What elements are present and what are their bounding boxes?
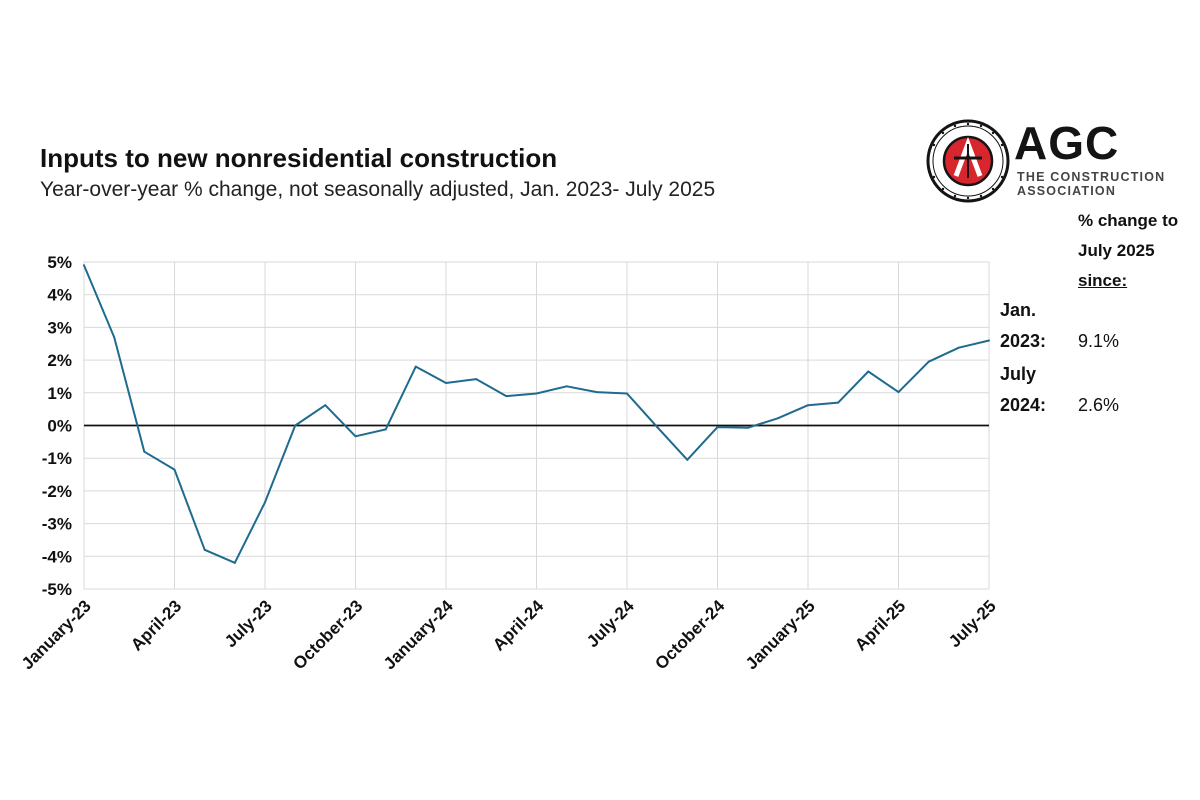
x-tick-label: April-23: [127, 596, 185, 654]
data-point: [354, 435, 357, 438]
data-point: [233, 561, 236, 564]
data-point: [988, 339, 990, 342]
sidebar-row-label-line1: July: [1000, 364, 1037, 384]
sidebar-heading-line2: July 2025: [1078, 241, 1155, 260]
x-tick-label: January-24: [380, 596, 457, 673]
x-tick-label: January-23: [18, 596, 95, 673]
data-point: [535, 392, 538, 395]
y-tick-label: 5%: [47, 253, 72, 272]
y-tick-label: 4%: [47, 286, 72, 305]
sidebar-row-label-line1: Jan.: [1000, 300, 1037, 320]
y-tick-label: -4%: [42, 547, 72, 566]
agc-wordmark: AGC: [1014, 117, 1120, 169]
data-point: [776, 417, 779, 420]
data-point: [626, 392, 628, 395]
data-point: [384, 428, 387, 431]
data-point: [867, 370, 870, 373]
sidebar-row-label: July 2024:: [1000, 359, 1070, 421]
data-point: [686, 458, 689, 461]
data-point: [807, 404, 809, 407]
data-point: [113, 336, 116, 339]
data-point: [173, 468, 176, 471]
x-tick-label: April-24: [489, 596, 548, 655]
data-point: [83, 264, 85, 267]
y-tick-label: -5%: [42, 580, 72, 599]
x-tick-label: October-24: [651, 596, 728, 673]
data-point: [505, 395, 508, 398]
sidebar-row-label-line2: 2023:: [1000, 331, 1047, 351]
agc-tagline-line1: THE CONSTRUCTION: [1017, 170, 1166, 184]
data-point: [475, 378, 478, 381]
y-tick-label: 0%: [47, 417, 72, 436]
data-point: [927, 360, 930, 363]
agc-tagline: THE CONSTRUCTION ASSOCIATION: [1017, 170, 1165, 198]
sidebar-row-label-line2: 2024:: [1000, 395, 1047, 415]
data-point: [746, 426, 749, 429]
chart-title: Inputs to new nonresidential constructio…: [40, 143, 558, 173]
data-point: [445, 381, 447, 384]
data-point: [957, 346, 960, 349]
data-point: [324, 404, 327, 407]
chart-subtitle: Year-over-year % change, not seasonally …: [40, 178, 716, 201]
data-point: [143, 450, 146, 453]
data-point: [897, 391, 900, 394]
data-point: [837, 401, 840, 404]
x-tick-label: January-25: [742, 596, 819, 673]
sidebar-row-jan-2023: Jan. 2023: 9.1%: [1000, 295, 1160, 359]
y-tick-label: -3%: [42, 515, 72, 534]
sidebar-row-july-2024: July 2024: 2.6%: [1000, 359, 1160, 423]
sidebar-heading-line1: % change to: [1078, 211, 1179, 230]
sidebar-heading-line3: since:: [1078, 271, 1128, 290]
sidebar-row-value: 2.6%: [1078, 395, 1120, 415]
agc-seal-icon: [926, 119, 1010, 203]
y-tick-label: -1%: [42, 449, 72, 468]
y-tick-label: 1%: [47, 384, 72, 403]
agc-tagline-line2: ASSOCIATION: [1017, 184, 1117, 198]
data-point: [203, 548, 206, 551]
data-point: [595, 391, 598, 394]
agc-logo: AGC THE CONSTRUCTION ASSOCIATION: [926, 118, 1176, 204]
x-tick-label: July-25: [945, 596, 1000, 651]
x-tick-label: October-23: [289, 596, 366, 673]
data-point: [656, 426, 659, 429]
x-tick-label: April-25: [851, 596, 909, 654]
y-tick-label: 2%: [47, 351, 72, 370]
data-point: [565, 385, 568, 388]
x-tick-label: July-23: [221, 596, 276, 651]
x-tick-label: July-24: [583, 596, 638, 651]
data-point: [264, 501, 266, 504]
data-point: [414, 365, 417, 368]
data-point: [716, 426, 719, 429]
sidebar-row-value: 9.1%: [1078, 331, 1120, 351]
sidebar-row-label: Jan. 2023:: [1000, 295, 1070, 357]
y-tick-label: 3%: [47, 318, 72, 337]
y-tick-label: -2%: [42, 482, 72, 501]
data-point: [294, 424, 297, 427]
sidebar-heading: % change to July 2025 since:: [1078, 206, 1193, 296]
